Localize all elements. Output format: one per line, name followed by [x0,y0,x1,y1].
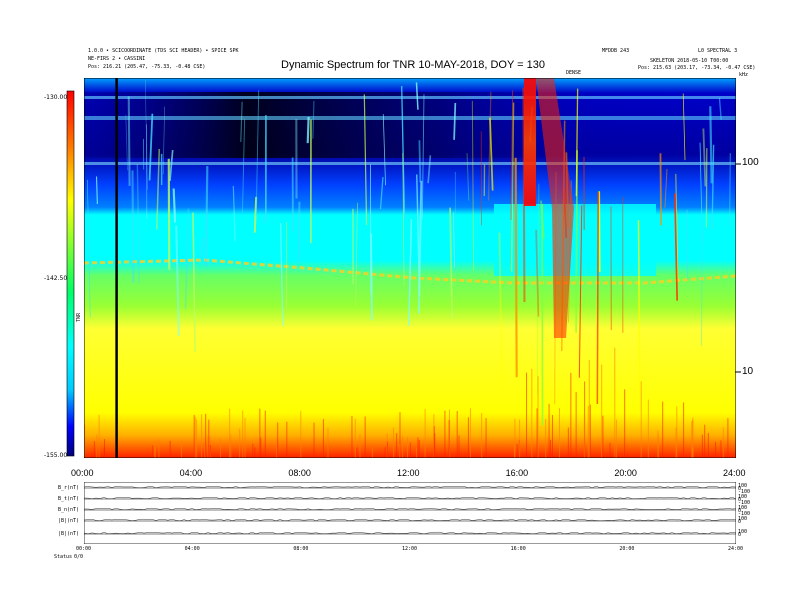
mag-panel-label: B_t(nT) [58,496,80,502]
colorbar-tick-top: -130.00 [44,94,68,101]
footer-label: Status [54,554,73,560]
mag-right-tick: -100 [738,500,751,506]
header-right-line2: SKELETON 2018-05-10 T00:00 [650,58,729,64]
x-tick-label: 20:00 [614,468,637,478]
colorbar-label: TNR [76,312,82,322]
header-right-line3: Pos: 215.63 (203.17, -73.34, -0.47 CSE) [638,65,756,71]
x-tick-label: 08:00 [288,468,311,478]
emission-band [84,258,736,285]
spectrum-title: Dynamic Spectrum for TNR 10-MAY-2018, DO… [281,59,546,71]
mag-right-tick: 0 [738,508,742,514]
mag-panel-label: B_n(nT) [58,507,80,513]
mag-panel-label: B_r(nT) [58,485,80,491]
mag-right-tick: 0 [738,519,742,525]
mag-x-tick-label: 00:00 [76,546,92,552]
mag-right-tick: -100 [738,489,751,495]
header-left-line3: Pos: 216.21 (205.47, -75.33, -0.48 CSE) [88,64,206,70]
mag-x-tick-label: 16:00 [510,546,526,552]
radio-burst [524,78,536,206]
mag-x-tick-label: 04:00 [184,546,200,552]
mag-right-tick: 100 [738,494,748,500]
mag-right-tick: 0 [738,486,742,492]
footer-value: 0/0 [74,554,84,560]
header-right-line1a: MFDDB 243 [602,48,630,54]
colorbar-ramp [66,90,75,457]
mag-right-tick: 100 [738,516,748,522]
cyan-plateau [494,204,656,276]
colorbar-tick-mid: -142.50 [44,275,68,282]
mag-panel-label: |B|(nT) [58,531,80,537]
x-tick-label: 16:00 [505,468,529,478]
dark-absorption-band [84,92,736,158]
horizontal-band [84,162,736,165]
mag-right-tick: 0 [738,532,742,538]
header-left-line1: 1.0.0 • SCICOORDINATE (TDS SCI HEADER) •… [88,48,239,54]
radio-streaks [84,80,731,458]
y-tick-100: 100 [742,157,759,168]
x-tick-label: 12:00 [397,468,420,478]
mag-x-tick-label: 24:00 [728,546,744,552]
header-left-line2: NE-FIRS 2 • CASSINI [88,56,146,62]
horizontal-band [84,96,736,99]
dynamic-spectrum-plot [84,78,736,458]
header-right-line1b: L0 SPECTRAL 3 [698,48,738,54]
y-tick-10: 10 [742,366,754,377]
header-center-small: DENSE [566,70,582,76]
mag-right-tick: 100 [738,529,748,535]
magnetometer-panel [84,482,736,544]
x-tick-label: 04:00 [179,468,203,478]
mag-right-tick: 100 [738,505,748,511]
mag-right-tick: 0 [738,497,742,503]
mag-x-tick-label: 08:00 [293,546,309,552]
mag-x-tick-label: 12:00 [402,546,418,552]
y-corner-label: kHz [739,72,749,78]
mag-right-tick: -100 [738,511,751,517]
y-axis [735,163,741,373]
horizontal-band [84,116,736,120]
radio-burst [536,78,574,338]
x-tick-label: 00:00 [71,468,94,478]
mag-panel-label: |B|(nT) [58,518,80,524]
colorbar [66,90,75,457]
mag-right-tick: 100 [738,483,748,489]
x-tick-label: 24:00 [723,468,746,478]
mag-x-tick-label: 20:00 [619,546,635,552]
colorbar-tick-bottom: -155.00 [44,452,68,459]
